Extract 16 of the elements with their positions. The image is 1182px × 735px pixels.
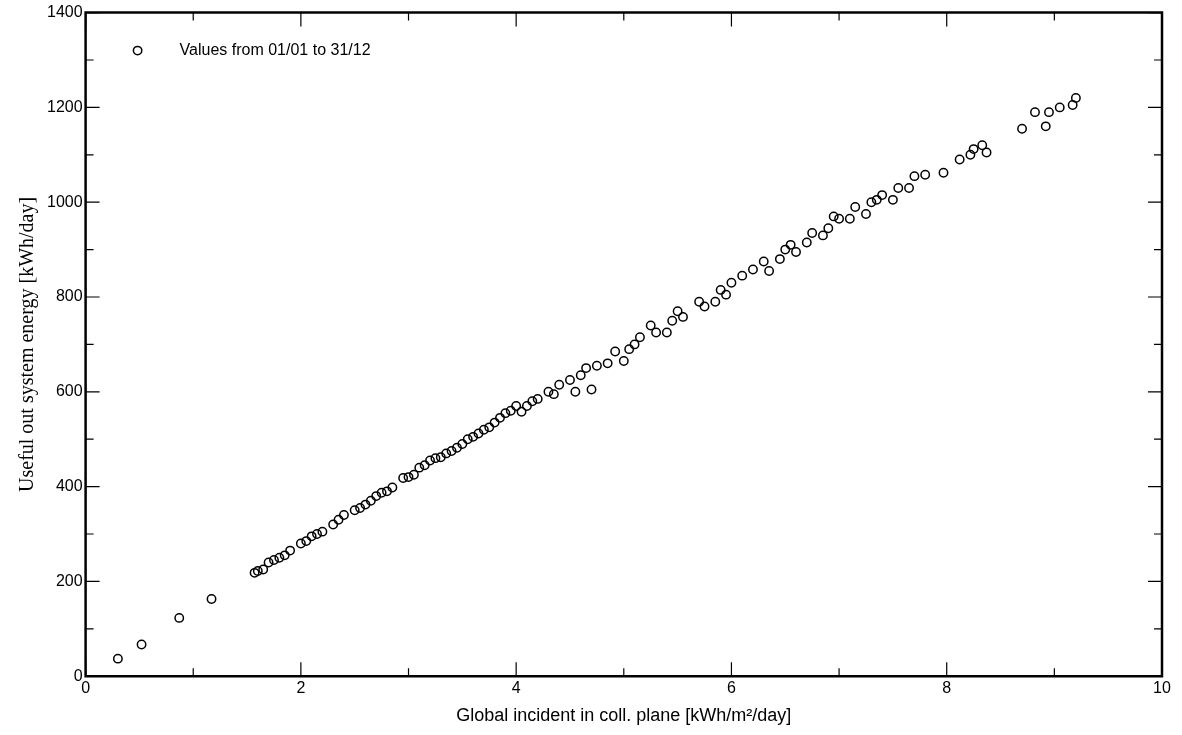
y-axis-title: Useful out system energy [kWh/day] [15,196,39,492]
legend-label: Values from 01/01 to 31/12 [179,41,371,59]
y-tick-label: 800 [55,287,83,305]
y-tick-label: 400 [55,477,83,495]
y-tick-label: 600 [55,382,83,400]
x-tick-label: 6 [726,679,736,697]
x-tick-label: 10 [1153,679,1171,697]
x-tick-label: 2 [296,679,306,697]
y-tick-label: 1200 [47,97,83,115]
x-tick-label: 4 [511,679,521,697]
x-axis-title: Global incident in coll. plane [kWh/m²/day] [456,705,792,726]
y-tick-label: 1400 [47,3,83,21]
x-tick-label: 8 [942,679,952,697]
y-tick-label: 0 [73,666,83,684]
y-tick-label: 200 [55,571,83,589]
y-tick-label: 1000 [47,192,83,210]
